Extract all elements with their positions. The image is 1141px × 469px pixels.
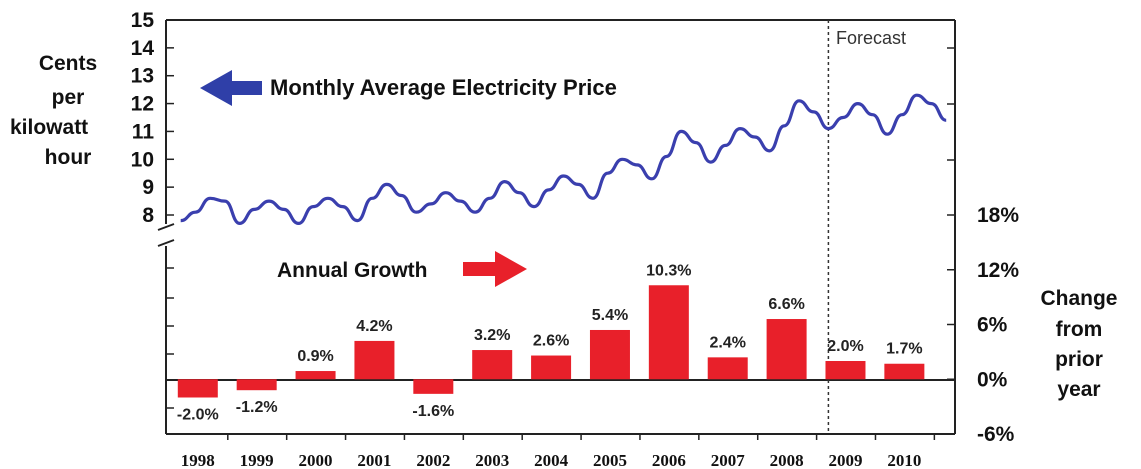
left-tick-label: 9 bbox=[142, 176, 154, 199]
bar-data-label: 0.9% bbox=[297, 348, 333, 365]
bar-data-label: 2.6% bbox=[533, 333, 569, 350]
bar-2007 bbox=[707, 357, 748, 380]
bar-data-label: 2.0% bbox=[827, 338, 863, 355]
left-tick-label: 13 bbox=[131, 65, 154, 88]
right-axis-label-line: year bbox=[1057, 378, 1100, 401]
line-series-arrow bbox=[200, 70, 262, 106]
bar-data-label: 6.6% bbox=[768, 296, 804, 313]
bar-2009 bbox=[825, 361, 866, 380]
left-tick-label: 8 bbox=[142, 204, 154, 227]
bar-1998 bbox=[177, 379, 218, 398]
left-axis-label-line: kilowatt bbox=[10, 116, 88, 139]
bar-1999 bbox=[236, 379, 277, 391]
right-axis-label-line: prior bbox=[1055, 348, 1103, 371]
left-axis-label-line: Cents bbox=[39, 52, 97, 75]
left-tick-label: 11 bbox=[132, 120, 155, 143]
bar-2002 bbox=[413, 379, 454, 394]
left-tick-label: 10 bbox=[131, 148, 154, 171]
bar-2001 bbox=[354, 340, 395, 380]
bar-data-label: 1.7% bbox=[886, 341, 922, 358]
x-tick-label: 2007 bbox=[711, 451, 746, 469]
forecast-label: Forecast bbox=[836, 28, 906, 48]
x-tick-label: 2003 bbox=[475, 451, 509, 469]
line-series-label: Monthly Average Electricity Price bbox=[270, 75, 617, 100]
right-axis-label: Change from prior year bbox=[1040, 287, 1117, 401]
left-tick-label: 14 bbox=[131, 37, 155, 60]
x-tick-label: 2002 bbox=[416, 451, 450, 469]
x-tick-label: 2004 bbox=[534, 451, 569, 469]
x-tick-label: 2006 bbox=[652, 451, 686, 469]
right-tick-label: -6% bbox=[977, 423, 1015, 446]
x-tick-label: 2001 bbox=[357, 451, 391, 469]
bar-series-label: Annual Growth bbox=[277, 259, 428, 282]
bar-data-label: -1.6% bbox=[412, 403, 454, 420]
right-tick-label: 12% bbox=[977, 259, 1019, 282]
x-tick-label: 2005 bbox=[593, 451, 627, 469]
axis-break-mark bbox=[157, 239, 175, 247]
x-tick-label: 2009 bbox=[828, 451, 862, 469]
bar-2010 bbox=[884, 363, 925, 380]
price-line bbox=[180, 93, 947, 225]
axis-break-mark bbox=[157, 223, 175, 231]
bar-data-label: 3.2% bbox=[474, 327, 510, 344]
left-axis-label-line: hour bbox=[45, 146, 92, 169]
left-axis-label: Cents per kilowatt hour bbox=[10, 52, 97, 169]
bar-2005 bbox=[589, 329, 630, 380]
bar-data-label: 4.2% bbox=[356, 318, 392, 335]
bar-2000 bbox=[295, 371, 336, 380]
right-tick-label: 18% bbox=[977, 204, 1019, 227]
bar-2006 bbox=[648, 285, 689, 380]
x-tick-label: 1999 bbox=[240, 451, 274, 469]
bar-2008 bbox=[766, 319, 807, 380]
right-axis-label-line: Change bbox=[1040, 287, 1117, 310]
right-tick-label: 0% bbox=[977, 368, 1008, 391]
right-axis-label-line: from bbox=[1056, 318, 1103, 341]
bar-2004 bbox=[531, 355, 572, 380]
x-tick-label: 2000 bbox=[299, 451, 333, 469]
x-tick-label: 2010 bbox=[887, 451, 921, 469]
bar-data-label: 5.4% bbox=[592, 307, 628, 324]
bar-data-label: 10.3% bbox=[646, 262, 691, 279]
left-axis-label-line: per bbox=[52, 86, 85, 109]
x-tick-label: 1998 bbox=[181, 451, 215, 469]
bar-data-label: 2.4% bbox=[709, 334, 745, 351]
bar-data-label: -2.0% bbox=[177, 407, 219, 424]
right-tick-label: 6% bbox=[977, 314, 1008, 337]
bar-series-arrow bbox=[463, 251, 527, 287]
chart-dynamic: 15 14 13 12 11 10 9 8 18% 12% 6% 0% -6% -2.0% 1998 -1.2… bbox=[131, 9, 1020, 469]
x-tick-label: 2008 bbox=[770, 451, 804, 469]
left-tick-label: 12 bbox=[131, 93, 154, 116]
left-tick-label: 15 bbox=[131, 9, 155, 32]
bar-2003 bbox=[472, 350, 513, 380]
bar-data-label: -1.2% bbox=[236, 399, 278, 416]
